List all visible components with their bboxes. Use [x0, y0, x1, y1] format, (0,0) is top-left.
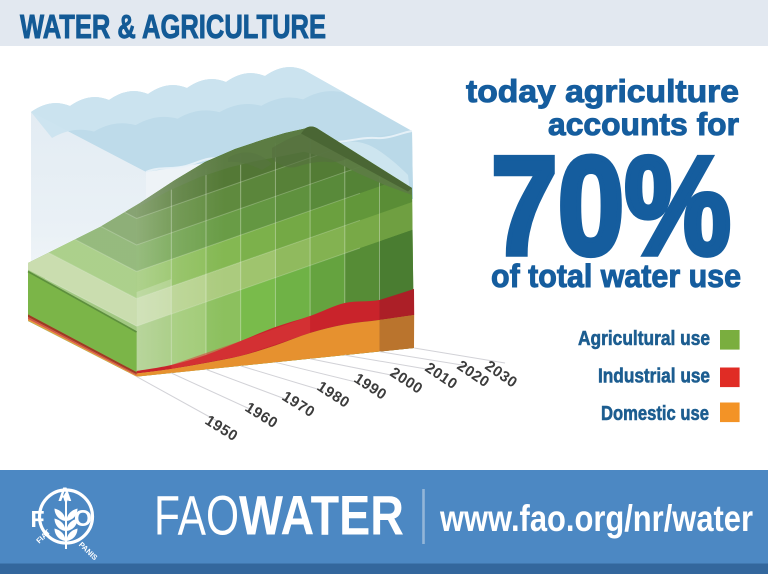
- svg-text:O: O: [74, 505, 92, 531]
- svg-text:1950: 1950: [202, 412, 241, 445]
- svg-text:accounts for: accounts for: [548, 106, 739, 142]
- svg-text:1990: 1990: [351, 370, 390, 404]
- svg-text:1970: 1970: [279, 388, 318, 421]
- svg-text:WATER: WATER: [239, 484, 404, 547]
- svg-text:Agricultural use: Agricultural use: [578, 327, 710, 350]
- svg-text:2000: 2000: [387, 364, 426, 398]
- svg-text:Domestic use: Domestic use: [601, 402, 709, 425]
- svg-text:www.fao.org/nr/water: www.fao.org/nr/water: [439, 497, 753, 539]
- svg-text:70%: 70%: [491, 127, 731, 284]
- svg-text:of total water use: of total water use: [491, 258, 741, 294]
- svg-text:1980: 1980: [314, 378, 353, 412]
- svg-text:WATER & AGRICULTURE: WATER & AGRICULTURE: [20, 8, 326, 45]
- svg-text:FAO: FAO: [154, 484, 239, 547]
- svg-text:today agriculture: today agriculture: [466, 73, 739, 109]
- svg-text:Industrial use: Industrial use: [598, 365, 710, 388]
- svg-text:1960: 1960: [242, 399, 281, 432]
- svg-text:F: F: [31, 506, 45, 532]
